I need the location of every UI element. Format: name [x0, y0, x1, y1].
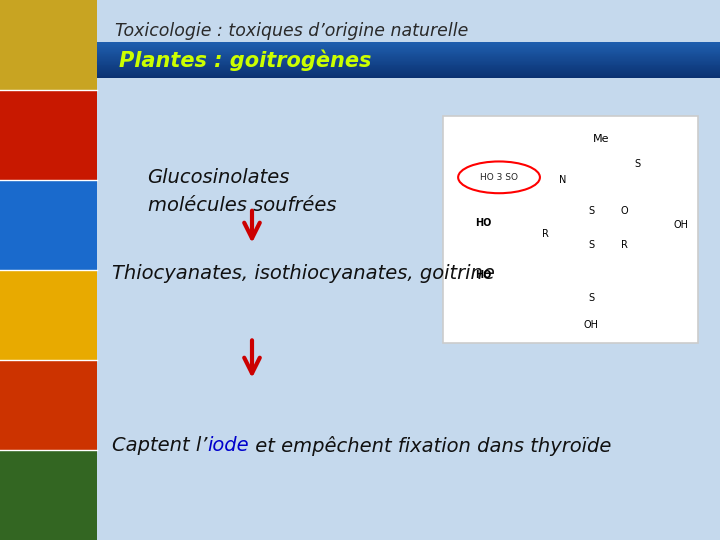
Bar	[97, 68, 720, 69]
Text: R: R	[541, 229, 549, 239]
Text: OH: OH	[673, 220, 688, 230]
Bar	[97, 66, 720, 68]
Bar	[0, 360, 97, 450]
Bar	[97, 50, 720, 51]
Bar	[97, 70, 720, 71]
Bar	[97, 55, 720, 56]
Bar	[97, 42, 720, 43]
Bar	[97, 65, 720, 66]
Bar	[97, 69, 720, 70]
Bar	[97, 63, 720, 64]
Text: Glucosinolates
molécules soufrées: Glucosinolates molécules soufrées	[148, 168, 336, 215]
Bar	[97, 60, 720, 61]
Bar	[97, 73, 720, 75]
Bar	[97, 53, 720, 55]
Bar	[97, 0, 720, 540]
Text: HO: HO	[475, 270, 491, 280]
Bar	[97, 76, 720, 77]
Text: Toxicologie : toxiques d’origine naturelle: Toxicologie : toxiques d’origine naturel…	[115, 22, 469, 40]
Ellipse shape	[458, 161, 540, 193]
Bar	[0, 0, 97, 90]
Text: iode: iode	[207, 436, 248, 455]
Bar	[97, 46, 720, 47]
Text: HO: HO	[475, 218, 491, 228]
Bar	[97, 49, 720, 50]
Text: Me: Me	[593, 134, 610, 144]
Text: S: S	[634, 159, 640, 168]
Text: N: N	[559, 174, 567, 185]
Text: et empêchent fixation dans thyroïde: et empêchent fixation dans thyroïde	[248, 435, 611, 456]
Text: Plantes : goitrogènes: Plantes : goitrogènes	[119, 49, 372, 71]
Text: Captent l’: Captent l’	[112, 436, 207, 455]
Bar	[0, 90, 97, 180]
Bar	[97, 64, 720, 65]
Bar	[97, 51, 720, 52]
Bar	[0, 180, 97, 270]
Bar	[97, 72, 720, 73]
Bar	[97, 64, 720, 65]
Text: S: S	[588, 293, 594, 302]
Bar	[97, 44, 720, 45]
Bar	[97, 75, 720, 76]
Text: O: O	[621, 206, 628, 217]
Bar	[97, 52, 720, 53]
Bar	[97, 47, 720, 48]
Text: S: S	[588, 240, 594, 251]
Bar	[0, 450, 97, 540]
Bar	[97, 43, 720, 44]
Text: Thiocyanates, isothiocyanates, goitrine: Thiocyanates, isothiocyanates, goitrine	[112, 264, 495, 284]
Bar	[97, 58, 720, 59]
Bar	[97, 48, 720, 49]
Bar	[97, 59, 720, 60]
Bar	[97, 57, 720, 58]
Bar	[97, 56, 720, 57]
Bar	[97, 73, 720, 74]
Bar	[97, 77, 720, 78]
Bar	[97, 71, 720, 72]
Bar	[0, 270, 97, 360]
Bar	[443, 116, 698, 343]
Text: S: S	[588, 206, 594, 217]
Bar	[97, 62, 720, 63]
Text: HO 3 SO: HO 3 SO	[480, 173, 518, 182]
Bar	[97, 61, 720, 62]
Text: OH: OH	[583, 320, 598, 330]
Text: R: R	[621, 240, 628, 251]
Bar	[97, 45, 720, 46]
